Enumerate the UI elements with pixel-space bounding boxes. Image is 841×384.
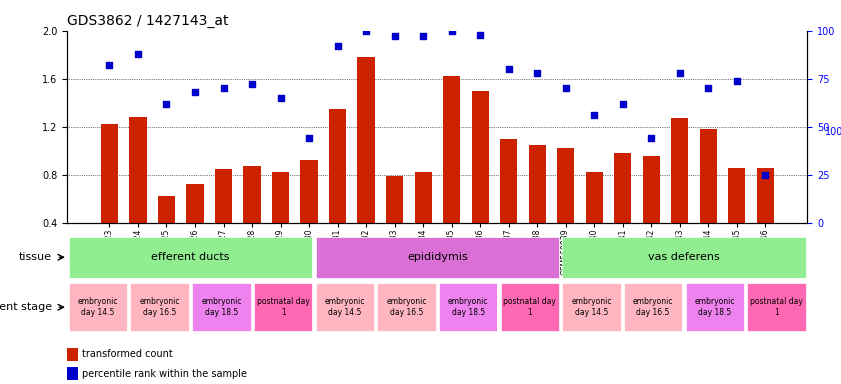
Text: vas deferens: vas deferens [648, 252, 720, 262]
FancyBboxPatch shape [315, 237, 559, 278]
FancyBboxPatch shape [69, 283, 127, 331]
Bar [300, 161, 318, 223]
Point [445, 28, 458, 34]
Point [531, 70, 544, 76]
Text: embryonic
day 14.5: embryonic day 14.5 [78, 298, 119, 317]
Bar [614, 153, 632, 223]
Text: embryonic
day 16.5: embryonic day 16.5 [386, 298, 426, 317]
Y-axis label: 100%: 100% [824, 127, 841, 137]
FancyBboxPatch shape [747, 283, 806, 331]
Text: transformed count: transformed count [82, 349, 173, 359]
Point [217, 85, 230, 91]
Point [473, 31, 487, 38]
Bar [67, 348, 78, 361]
FancyBboxPatch shape [192, 283, 251, 331]
Bar [528, 145, 546, 223]
Point [502, 66, 516, 72]
Point [701, 85, 715, 91]
Bar [500, 139, 517, 223]
Bar [728, 167, 745, 223]
Text: development stage: development stage [0, 302, 52, 312]
Bar [357, 57, 374, 223]
Bar [67, 367, 78, 380]
Point [587, 112, 600, 118]
FancyBboxPatch shape [439, 283, 497, 331]
Point [274, 95, 288, 101]
Point [416, 33, 430, 40]
FancyBboxPatch shape [685, 283, 744, 331]
FancyBboxPatch shape [562, 237, 806, 278]
Point [730, 78, 743, 84]
Point [616, 101, 629, 107]
Point [302, 135, 315, 141]
FancyBboxPatch shape [500, 283, 559, 331]
FancyBboxPatch shape [624, 283, 682, 331]
Text: postnatal day
1: postnatal day 1 [750, 298, 803, 317]
FancyBboxPatch shape [130, 283, 189, 331]
FancyBboxPatch shape [315, 283, 374, 331]
Bar [671, 118, 688, 223]
Text: embryonic
day 16.5: embryonic day 16.5 [140, 298, 180, 317]
Text: postnatal day
1: postnatal day 1 [257, 298, 309, 317]
Text: embryonic
day 18.5: embryonic day 18.5 [448, 298, 489, 317]
Bar [643, 156, 659, 223]
FancyBboxPatch shape [254, 283, 312, 331]
Bar [585, 172, 603, 223]
Point [388, 33, 401, 40]
Text: embryonic
day 14.5: embryonic day 14.5 [571, 298, 611, 317]
Bar [272, 172, 289, 223]
Point [103, 62, 116, 68]
Text: embryonic
day 16.5: embryonic day 16.5 [633, 298, 674, 317]
Point [331, 43, 344, 49]
Text: GDS3862 / 1427143_at: GDS3862 / 1427143_at [67, 14, 229, 28]
Bar [386, 176, 403, 223]
Bar [215, 169, 232, 223]
FancyBboxPatch shape [377, 283, 436, 331]
Point [131, 51, 145, 57]
Point [673, 70, 686, 76]
Point [359, 28, 373, 34]
Text: embryonic
day 18.5: embryonic day 18.5 [201, 298, 241, 317]
Text: percentile rank within the sample: percentile rank within the sample [82, 369, 247, 379]
Text: tissue: tissue [19, 252, 52, 262]
Bar [557, 148, 574, 223]
Point [188, 89, 202, 95]
Bar [130, 117, 146, 223]
Text: epididymis: epididymis [407, 252, 468, 262]
Point [559, 85, 573, 91]
Bar [415, 172, 431, 223]
Text: efferent ducts: efferent ducts [151, 252, 230, 262]
Bar [472, 91, 489, 223]
Text: embryonic
day 14.5: embryonic day 14.5 [325, 298, 365, 317]
Bar [757, 167, 774, 223]
Bar [700, 129, 717, 223]
Bar [329, 109, 346, 223]
Point [246, 81, 259, 88]
Bar [158, 196, 175, 223]
Bar [187, 184, 204, 223]
Point [759, 172, 772, 178]
Bar [443, 76, 460, 223]
Point [644, 135, 658, 141]
FancyBboxPatch shape [69, 237, 313, 278]
Point [160, 101, 173, 107]
FancyBboxPatch shape [562, 283, 621, 331]
Bar [101, 124, 118, 223]
Bar [243, 166, 261, 223]
Text: postnatal day
1: postnatal day 1 [504, 298, 556, 317]
Text: embryonic
day 18.5: embryonic day 18.5 [695, 298, 735, 317]
